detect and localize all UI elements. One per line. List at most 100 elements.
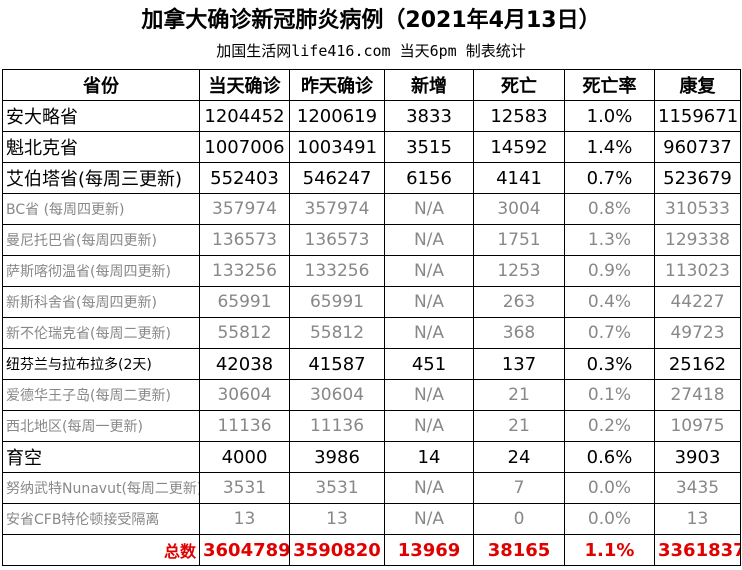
table-cell: 0.9%: [564, 255, 655, 287]
table-cell: N/A: [384, 193, 474, 225]
table-cell: 30604: [289, 379, 385, 411]
table-cell: 1204452: [199, 100, 290, 132]
table-cell: 0: [473, 503, 565, 535]
column-header: 昨天确诊: [289, 69, 385, 101]
table-row: 曼尼托巴省(每周四更新) 136573 136573 N/A 1751 1.3% 12933…: [2, 224, 741, 256]
table-cell: 49723: [654, 317, 741, 349]
table-cell: 3004: [473, 193, 565, 225]
table-cell: 14: [384, 441, 474, 473]
table-cell: 14592: [473, 131, 565, 163]
table-cell: 0.2%: [564, 410, 655, 442]
table: 省份 当天确诊 昨天确诊 新增 死亡 死亡率 康复 安大略省 1204452 1200619 38…: [2, 69, 741, 566]
table-row: 新不伦瑞克省(每周二更新) 55812 55812 N/A 368 0.7% 49723: [2, 317, 741, 349]
total-row: 总数 3604789 3590820 13969 38165 1.1% 3361837: [2, 534, 741, 566]
table-row: 纽芬兰与拉布拉多(2天) 42038 41587 451 137 0.3% 25162: [2, 348, 741, 380]
table-cell: 1.3%: [564, 224, 655, 256]
table-cell: 0.4%: [564, 286, 655, 318]
table-row: 育空 4000 3986 14 24 0.6% 3903: [2, 441, 741, 473]
table-cell: 1253: [473, 255, 565, 287]
table-row: 安省CFB特伦顿接受隔离 13 13 N/A 0 0.0% 13: [2, 503, 741, 535]
table-cell: 0.7%: [564, 162, 655, 194]
table-cell: 55812: [199, 317, 290, 349]
table-cell: 3833: [384, 100, 474, 132]
table-cell: 263: [473, 286, 565, 318]
table-cell: 960737: [654, 131, 741, 163]
table-cell: 1003491: [289, 131, 385, 163]
table-cell: 44227: [654, 286, 741, 318]
table-cell: 4000: [199, 441, 290, 473]
table-cell: 爱德华王子岛(每周二更新): [2, 379, 200, 411]
table-cell: N/A: [384, 317, 474, 349]
table-cell: 0.0%: [564, 503, 655, 535]
table-cell: 12583: [473, 100, 565, 132]
table-cell: N/A: [384, 410, 474, 442]
table-row: 新斯科舍省(每周四更新) 65991 65991 N/A 263 0.4% 44227: [2, 286, 741, 318]
table-cell: 13: [199, 503, 290, 535]
table-row: 安大略省 1204452 1200619 3833 12583 1.0% 1159671: [2, 100, 741, 132]
subtitle: 加国生活网life416.com 当天6pm 制表统计: [216, 42, 526, 60]
table-cell: 30604: [199, 379, 290, 411]
table-cell: 0.8%: [564, 193, 655, 225]
table-cell: 65991: [289, 286, 385, 318]
table-cell: 133256: [289, 255, 385, 287]
table-body: 安大略省 1204452 1200619 3833 12583 1.0% 1159671 魁北…: [2, 100, 741, 566]
table-cell: 安大略省: [2, 100, 200, 132]
table-cell: 4141: [473, 162, 565, 194]
table-cell: 萨斯喀彻温省(每周四更新): [2, 255, 200, 287]
table-cell: 136573: [199, 224, 290, 256]
table-cell: 6156: [384, 162, 474, 194]
table-cell: 11136: [289, 410, 385, 442]
table-cell: 3531: [289, 472, 385, 504]
column-header: 死亡: [473, 69, 565, 101]
table-cell: 3986: [289, 441, 385, 473]
total-cell: 13969: [384, 534, 474, 566]
table-cell: 21: [473, 410, 565, 442]
table-cell: 0.7%: [564, 317, 655, 349]
table-cell: 24: [473, 441, 565, 473]
table-cell: 368: [473, 317, 565, 349]
table-cell: 65991: [199, 286, 290, 318]
table-cell: 艾伯塔省(每周三更新): [2, 162, 200, 194]
table-cell: 129338: [654, 224, 741, 256]
table-cell: 13: [654, 503, 741, 535]
table-row: BC省 (每周四更新) 357974 357974 N/A 3004 0.8% 310533: [2, 193, 741, 225]
table-cell: 133256: [199, 255, 290, 287]
table-cell: 137: [473, 348, 565, 380]
table-cell: 11136: [199, 410, 290, 442]
column-header: 死亡率: [564, 69, 655, 101]
table-cell: 25162: [654, 348, 741, 380]
table-row: 艾伯塔省(每周三更新) 552403 546247 6156 4141 0.7% 52367…: [2, 162, 741, 194]
table-cell: N/A: [384, 286, 474, 318]
table-cell: N/A: [384, 503, 474, 535]
table-cell: 42038: [199, 348, 290, 380]
total-cell: 1.1%: [564, 534, 655, 566]
table-cell: 13: [289, 503, 385, 535]
table-cell: 552403: [199, 162, 290, 194]
table-row: 萨斯喀彻温省(每周四更新) 133256 133256 N/A 1253 0.9% 1130…: [2, 255, 741, 287]
table-cell: N/A: [384, 379, 474, 411]
table-cell: 0.6%: [564, 441, 655, 473]
table-cell: 1007006: [199, 131, 290, 163]
column-header: 新增: [384, 69, 474, 101]
table-cell: 113023: [654, 255, 741, 287]
table-cell: 1751: [473, 224, 565, 256]
table-cell: 安省CFB特伦顿接受隔离: [2, 503, 200, 535]
table-cell: 3515: [384, 131, 474, 163]
table-cell: 3531: [199, 472, 290, 504]
table-cell: 0.1%: [564, 379, 655, 411]
table-row: 魁北克省 1007006 1003491 3515 14592 1.4% 960737: [2, 131, 741, 163]
total-cell: 3590820: [289, 534, 385, 566]
table-cell: 1200619: [289, 100, 385, 132]
table-cell: N/A: [384, 255, 474, 287]
table-cell: 41587: [289, 348, 385, 380]
table-cell: 310533: [654, 193, 741, 225]
table-cell: 357974: [289, 193, 385, 225]
table-cell: 新不伦瑞克省(每周二更新): [2, 317, 200, 349]
table-cell: 523679: [654, 162, 741, 194]
table-cell: 7: [473, 472, 565, 504]
table-cell: 27418: [654, 379, 741, 411]
table-cell: 0.0%: [564, 472, 655, 504]
total-cell: 总数: [2, 534, 200, 566]
table-cell: 1.4%: [564, 131, 655, 163]
